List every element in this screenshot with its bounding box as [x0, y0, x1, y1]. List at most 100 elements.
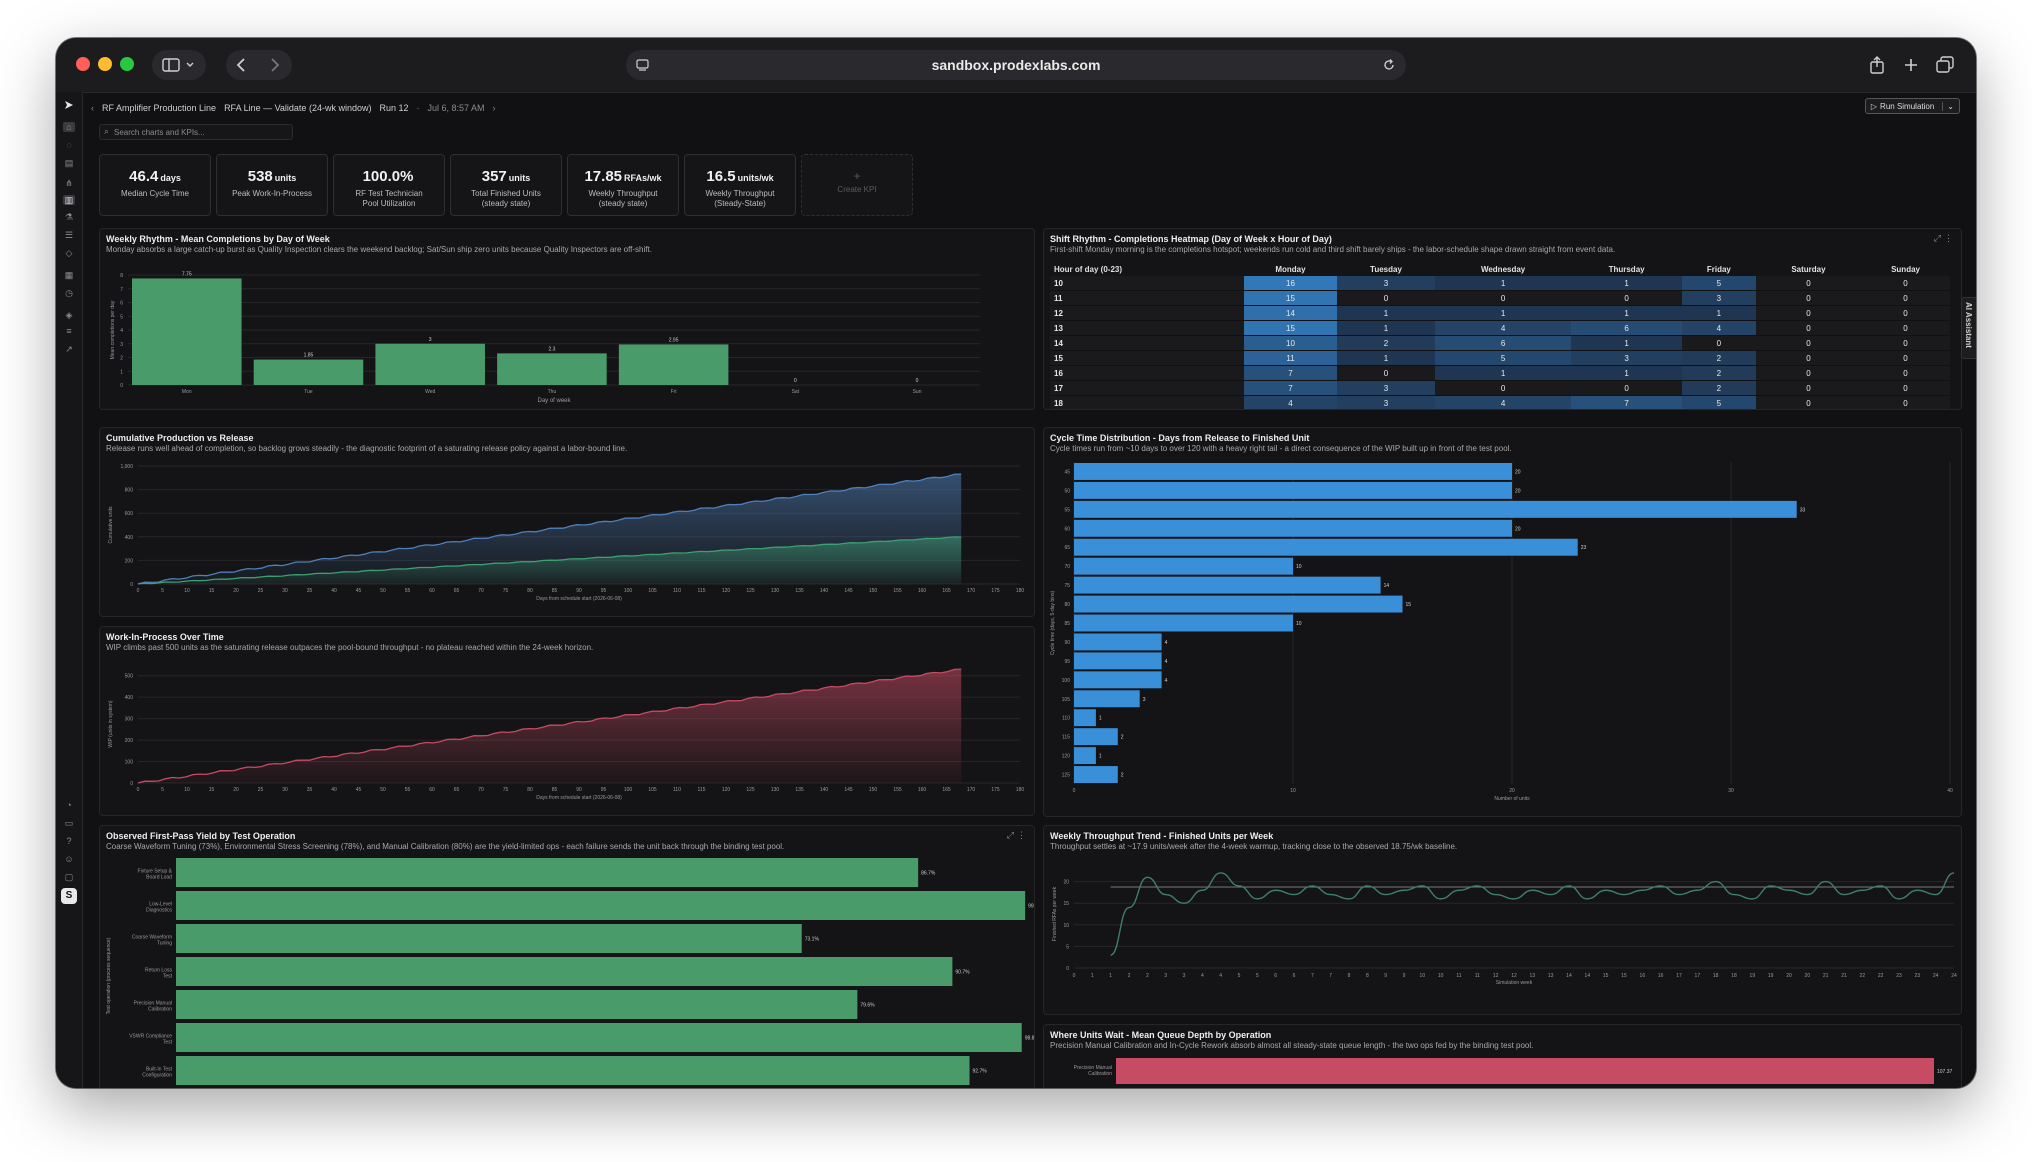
sidebar-chat-icon[interactable]: ◌ [66, 140, 72, 150]
heatmap-cell: 1 [1434, 305, 1572, 321]
panel-title: Shift Rhythm - Completions Heatmap (Day … [1050, 234, 1332, 244]
heatmap-body: 10 16 3 1 1 5 0 0 11 15 0 0 0 3 0 0 12 14 1 1 1 1 0 0 13 15 1 4 6 4 0 0… [1050, 276, 1950, 409]
x-tick-label: 5 [1238, 973, 1241, 979]
heatmap-cell: 2 [1336, 335, 1435, 351]
x-axis-label: Days from schedule start (2026-06-08) [536, 795, 622, 801]
breadcrumb-item[interactable]: RFA Line — Validate (24-wk window) [224, 103, 372, 113]
sidebar-charts-icon[interactable]: ▥ [63, 195, 75, 205]
kpi-card[interactable]: 46.4 days Median Cycle Time [99, 154, 211, 216]
heatmap-cell: 0 [1434, 290, 1572, 306]
heatmap-row: 17 7 3 0 0 2 0 0 [1050, 380, 1950, 396]
chevron-down-icon[interactable]: ⌄ [1942, 101, 1954, 111]
chevron-nav-icon [236, 58, 280, 72]
x-tick-label: 13 [1548, 973, 1554, 979]
x-tick-label: Sat [792, 389, 800, 395]
y-tick-label: 50 [1064, 488, 1070, 494]
data-label: 15 [1406, 602, 1412, 608]
kpi-value: 17.85 [584, 168, 623, 185]
sidebar-help-icon[interactable]: ? [66, 836, 72, 846]
bar [176, 858, 919, 887]
sidebar-box-icon[interactable]: ◈ [65, 310, 73, 320]
create-kpi-button[interactable]: + Create KPI [801, 154, 913, 216]
x-tick-label: 4 [1219, 973, 1222, 979]
sidebar-database-icon[interactable]: ▤ [64, 158, 74, 168]
kpi-label: RF Test Technician Pool Utilization [334, 189, 444, 209]
x-tick-label: 165 [942, 787, 951, 793]
sidebar-home-icon[interactable]: ⌂ [63, 122, 75, 132]
more-options-icon[interactable]: ⋮ [1944, 233, 1953, 243]
kpi-card[interactable]: 17.85 RFAs/wk Weekly Throughput (steady st… [567, 154, 679, 216]
maximize-window-button[interactable] [120, 57, 134, 71]
expand-icon[interactable]: ⤢ [1006, 830, 1014, 840]
x-tick-label: 20 [233, 787, 239, 793]
data-label: 4 [1165, 640, 1168, 646]
heatmap-row: 13 15 1 4 6 4 0 0 [1050, 320, 1950, 336]
heatmap-row: 12 14 1 1 1 1 0 0 [1050, 305, 1950, 321]
kpi-card[interactable]: 16.5 units/wk Weekly Throughput (Steady-St… [684, 154, 796, 216]
bar [176, 891, 1026, 920]
kpi-label-line: (Steady-State) [714, 199, 766, 208]
sidebar-users-icon[interactable]: ☺ [64, 854, 74, 864]
sidebar-tag-icon[interactable]: ◇ [65, 248, 73, 258]
y-tick-label: 1 [120, 369, 123, 375]
user-avatar[interactable]: S [61, 888, 77, 904]
sidebar-message-icon[interactable]: ▭ [64, 818, 74, 828]
x-tick-label: 40 [331, 787, 337, 793]
x-tick-label: 11 [1456, 973, 1461, 979]
data-label: 98.8% [1025, 1036, 1034, 1042]
sidebar-toggle-button[interactable] [152, 50, 206, 80]
kpi-label: Weekly Throughput (steady state) [568, 189, 678, 209]
x-tick-label: 19 [1750, 973, 1756, 979]
minimize-window-button[interactable] [98, 57, 112, 71]
sidebar-flask-icon[interactable]: ⚗ [64, 212, 74, 222]
share-button[interactable] [1864, 50, 1890, 80]
kpi-card[interactable]: 100.0% RF Test Technician Pool Utilizatio… [333, 154, 445, 216]
bar [1074, 576, 1381, 594]
x-tick-label: 90 [576, 588, 582, 594]
breadcrumb-item[interactable]: Run 12 [379, 103, 409, 113]
breadcrumb-item[interactable]: RF Amplifier Production Line [102, 103, 217, 113]
new-tab-button[interactable] [1898, 50, 1924, 80]
x-tick-label: 65 [454, 588, 460, 594]
sidebar-list-icon[interactable]: ☰ [64, 230, 74, 240]
sidebar-flow-icon[interactable]: ⋔ [65, 178, 73, 188]
sidebar-clock-icon[interactable]: ◷ [65, 288, 73, 298]
data-label: 7.75 [182, 271, 192, 277]
expand-icon[interactable]: ⤢ [1933, 233, 1941, 243]
more-options-icon[interactable]: ⋮ [1017, 830, 1026, 840]
ai-assistant-tab[interactable]: AI Assistant [1961, 297, 1976, 359]
search-icon: ⌕ [104, 126, 110, 136]
x-tick-label: 110 [673, 787, 681, 793]
tab-overview-button[interactable] [1932, 50, 1958, 80]
x-tick-label: 17 [1695, 973, 1701, 979]
data-label: 23 [1581, 545, 1587, 551]
kpi-card[interactable]: 357 units Total Finished Units (steady sta… [450, 154, 562, 216]
x-tick-label: 20 [233, 588, 239, 594]
sidebar-calendar-icon[interactable]: ▦ [64, 270, 74, 280]
y-tick-label: 3 [120, 342, 123, 348]
search-input[interactable]: ⌕ Search charts and KPIs... [99, 124, 293, 140]
sidebar-bell-icon[interactable]: ◔ [66, 800, 72, 810]
x-tick-label: 130 [771, 588, 780, 594]
sidebar-rows-icon[interactable]: ≡ [66, 326, 72, 336]
data-label: 3 [429, 337, 432, 343]
y-tick-label: 70 [1064, 564, 1070, 570]
kpi-label: Median Cycle Time [100, 189, 210, 199]
x-tick-label: 105 [648, 787, 657, 793]
x-tick-label: 110 [673, 588, 681, 594]
x-tick-label: Wed [425, 389, 435, 395]
x-tick-label: 175 [991, 588, 1000, 594]
x-tick-label: 18 [1713, 973, 1719, 979]
close-window-button[interactable] [76, 57, 90, 71]
data-label: 20 [1515, 469, 1521, 475]
reload-icon[interactable] [1382, 58, 1396, 72]
sidebar-docs-icon[interactable]: ▢ [64, 872, 74, 882]
address-bar[interactable]: sandbox.prodexlabs.com [626, 50, 1406, 80]
x-tick-label: 8 [1366, 973, 1369, 979]
run-simulation-button[interactable]: ▷ Run Simulation ⌄ [1864, 98, 1960, 114]
site-settings-icon[interactable] [636, 58, 650, 72]
bar [176, 924, 802, 953]
sidebar-trend-icon[interactable]: ↗ [65, 344, 73, 354]
kpi-card[interactable]: 538 units Peak Work-In-Process [216, 154, 328, 216]
kpi-unit: RFAs/wk [624, 173, 662, 183]
